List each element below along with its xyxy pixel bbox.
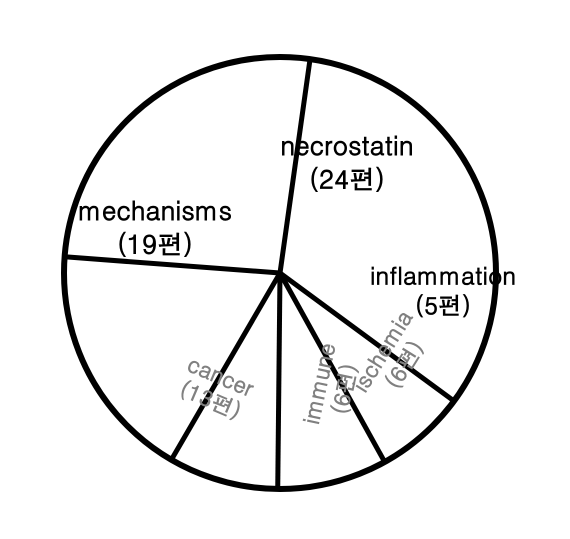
pie-chart: necrostatin(24편)inflammation(5편)ischemia…	[0, 0, 570, 539]
slice-label-line2: (19편)	[117, 226, 193, 262]
slice-label-line1: inflammation	[370, 258, 516, 292]
slice-label-line2: (24편)	[309, 161, 385, 197]
slice-label-line2: (5편)	[415, 288, 471, 322]
slice-label-line1: necrostatin	[280, 127, 413, 163]
slice-label-line1: mechanisms	[78, 192, 232, 228]
slice-divider	[278, 273, 280, 489]
